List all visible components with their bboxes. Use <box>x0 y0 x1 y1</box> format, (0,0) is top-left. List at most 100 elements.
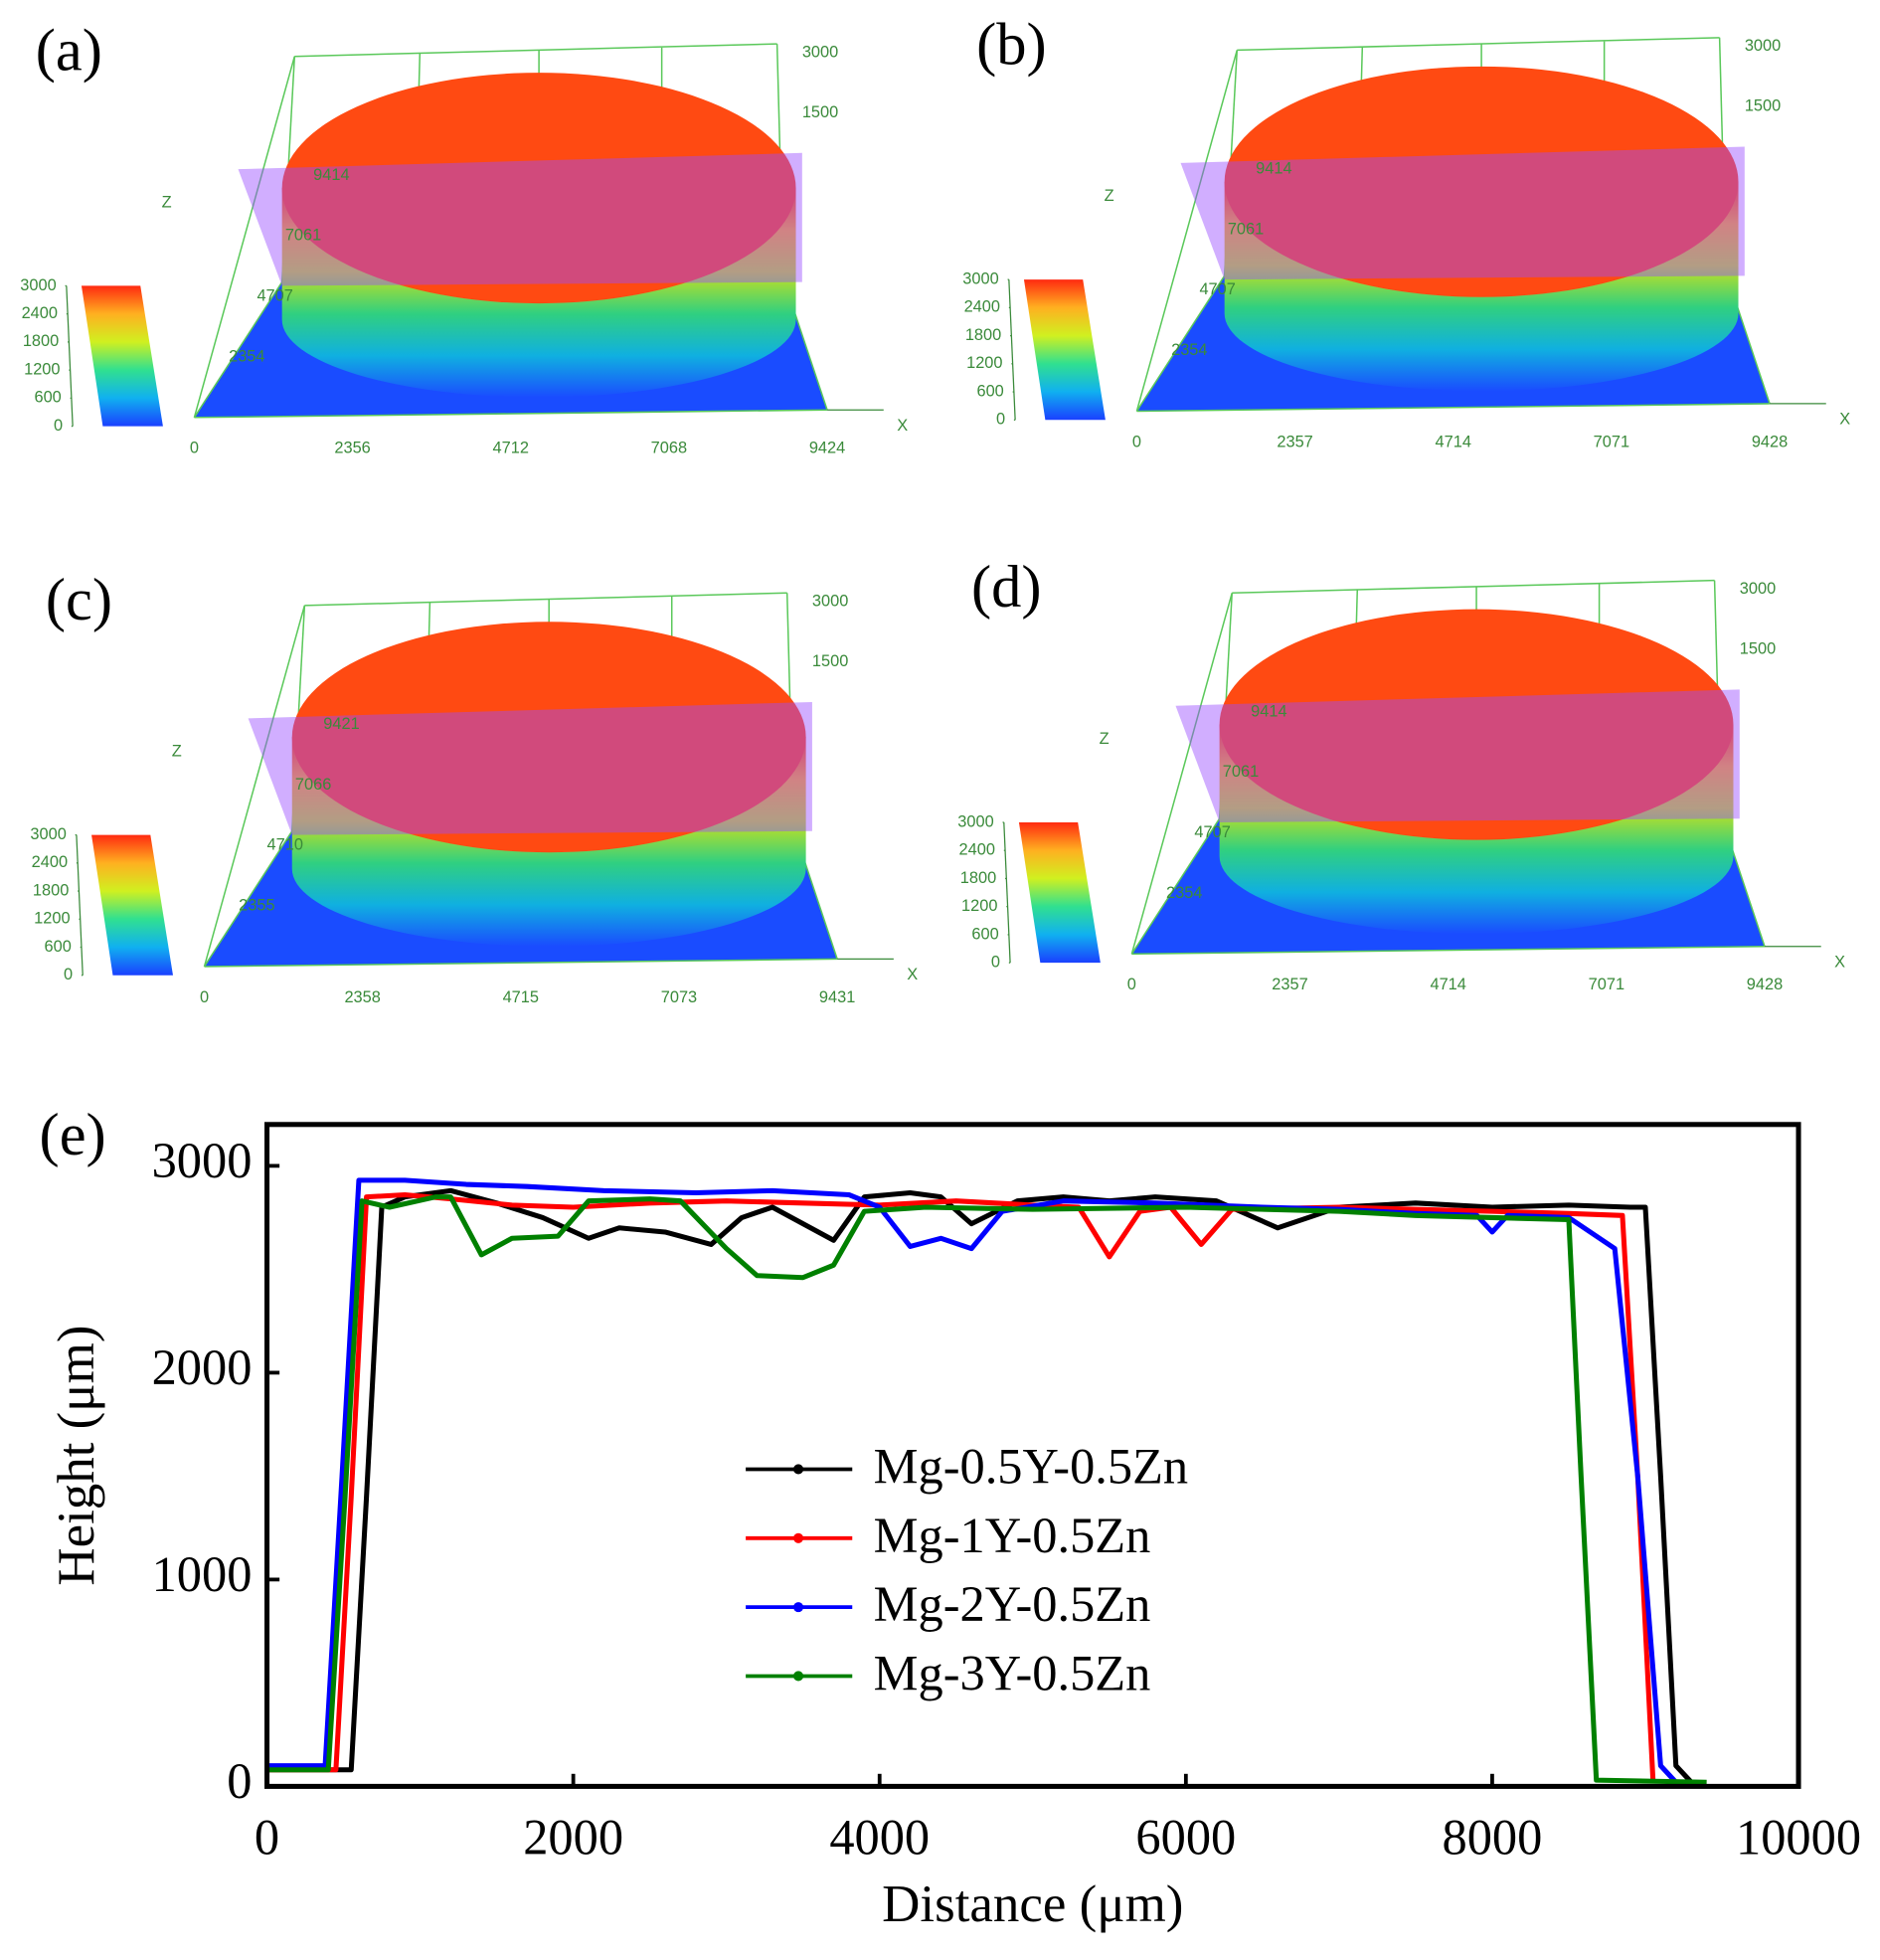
box-edge <box>1232 579 1715 595</box>
colorbar-tick-label: 2400 <box>32 853 68 871</box>
section-plane <box>1175 689 1740 822</box>
legend-label: Mg-1Y-0.5Zn <box>874 1508 1151 1563</box>
x-tick-label: 4712 <box>493 440 529 457</box>
z-axis-label: Z <box>1100 730 1110 748</box>
x-tick-label: 4715 <box>503 988 539 1006</box>
z-tick-label: 3000 <box>802 43 838 61</box>
y-tick-label: 7061 <box>1223 763 1259 781</box>
legend-label: Mg-2Y-0.5Zn <box>874 1576 1151 1632</box>
colorbar <box>81 285 163 427</box>
x-axis-label: X <box>907 966 918 983</box>
x-tick-label: 4714 <box>1430 976 1465 993</box>
colorbar <box>1023 279 1106 421</box>
y-tick-label: 4707 <box>256 286 292 304</box>
legend-marker <box>793 1464 804 1475</box>
y-tick-label: 4707 <box>1199 280 1235 298</box>
box-edge <box>304 592 787 607</box>
z-tick-label: 1500 <box>802 103 838 121</box>
y-tick-label: 2354 <box>1166 884 1202 902</box>
y-tick-label: 1000 <box>152 1546 253 1602</box>
y-tick-label: 2354 <box>229 347 264 365</box>
colorbar-tick-label: 3000 <box>30 825 66 843</box>
z-axis-label: Z <box>1105 187 1114 205</box>
surface-panel: (b) 0 2357 4714 7071 9428 X Z 2354 4707 7061 9414 15… <box>962 11 1850 450</box>
box-edge <box>203 830 293 968</box>
surface-panel: (d) 0 2357 4714 7071 9428 X Z 2354 4707 7061 9414 15… <box>957 554 1845 993</box>
box-edge <box>1136 403 1771 413</box>
colorbar-tick-label: 1200 <box>966 354 1002 372</box>
colorbar-tick-label: 0 <box>54 417 63 435</box>
z-axis-label: Z <box>162 194 172 212</box>
cylinder-top <box>281 73 796 304</box>
section-plane <box>248 701 812 835</box>
legend-label: Mg-0.5Y-0.5Zn <box>874 1439 1188 1495</box>
x-tick-label: 2357 <box>1272 976 1307 993</box>
x-tick-label: 6000 <box>1135 1810 1236 1866</box>
z-tick-label: 1500 <box>1740 639 1776 657</box>
y-tick-label: 9421 <box>323 715 359 733</box>
colorbar-axis <box>76 834 84 976</box>
colorbar-tick-label: 1200 <box>34 910 70 928</box>
panel-label: (a) <box>36 18 102 85</box>
colorbar <box>1018 821 1101 964</box>
box-edge <box>193 281 283 419</box>
x-tick-label: 7073 <box>661 988 697 1006</box>
y-tick-label: 7066 <box>295 776 331 794</box>
y-tick-label: 9414 <box>313 166 349 184</box>
x-tick-label: 4000 <box>829 1810 930 1866</box>
z-tick-label: 3000 <box>812 592 848 610</box>
colorbar-tick-label: 1200 <box>961 897 997 915</box>
colorbar-tick-label: 2400 <box>959 841 995 859</box>
box-edge <box>1135 274 1226 412</box>
x-tick-label: 7071 <box>1594 433 1629 450</box>
colorbar-tick-label: 600 <box>971 925 998 943</box>
x-tick-label: 9428 <box>1752 433 1788 450</box>
y-tick-label: 4710 <box>267 836 303 854</box>
colorbar-axis <box>1008 279 1016 421</box>
section-plane <box>238 152 802 286</box>
x-axis-label: X <box>1839 411 1850 429</box>
y-tick-label: 3000 <box>152 1133 253 1188</box>
box-edge <box>194 409 828 419</box>
z-tick-label: 1500 <box>1745 96 1781 114</box>
data-line <box>266 1187 1694 1784</box>
cylinder-top <box>1219 609 1734 840</box>
box-edge <box>1135 50 1238 412</box>
box-edge <box>1131 946 1766 956</box>
x-tick-label: 7071 <box>1589 976 1624 993</box>
x-tick-label: 0 <box>1132 433 1141 450</box>
y-tick-label: 9414 <box>1256 160 1291 178</box>
x-tick-label: 0 <box>190 440 199 457</box>
colorbar-axis <box>1003 821 1011 964</box>
x-tick-label: 7068 <box>651 440 687 457</box>
z-tick-label: 1500 <box>812 652 848 670</box>
colorbar-tick-label: 2400 <box>964 298 1000 316</box>
panel-label: (e) <box>40 1102 106 1168</box>
colorbar-tick-label: 0 <box>64 966 73 983</box>
y-axis-title: Height (μm) <box>48 1326 105 1586</box>
box-edge <box>203 605 306 968</box>
panel-label: (c) <box>46 567 112 633</box>
colorbar-tick-label: 1800 <box>23 332 59 350</box>
box-edge <box>294 43 777 58</box>
colorbar-tick-label: 600 <box>34 389 61 407</box>
colorbar-axis <box>66 285 74 427</box>
y-tick-label: 2355 <box>239 896 274 914</box>
colorbar-tick-label: 1800 <box>33 881 69 899</box>
x-tick-label: 9424 <box>809 440 845 457</box>
colorbar-tick-label: 3000 <box>962 269 998 287</box>
colorbar-tick-label: 3000 <box>20 276 56 294</box>
colorbar-tick-label: 600 <box>45 938 72 956</box>
colorbar-tick-label: 1800 <box>965 326 1001 344</box>
colorbar-tick-label: 0 <box>991 953 1000 971</box>
colorbar-tick-label: 0 <box>996 411 1005 429</box>
panel-label: (b) <box>976 11 1047 78</box>
colorbar <box>91 834 173 976</box>
x-tick-label: 8000 <box>1443 1810 1543 1866</box>
colorbar-tick-label: 1800 <box>960 869 996 887</box>
x-axis-label: X <box>1834 953 1845 971</box>
legend-marker <box>793 1671 804 1682</box>
y-tick-label: 0 <box>227 1753 252 1809</box>
legend-marker <box>793 1602 804 1613</box>
